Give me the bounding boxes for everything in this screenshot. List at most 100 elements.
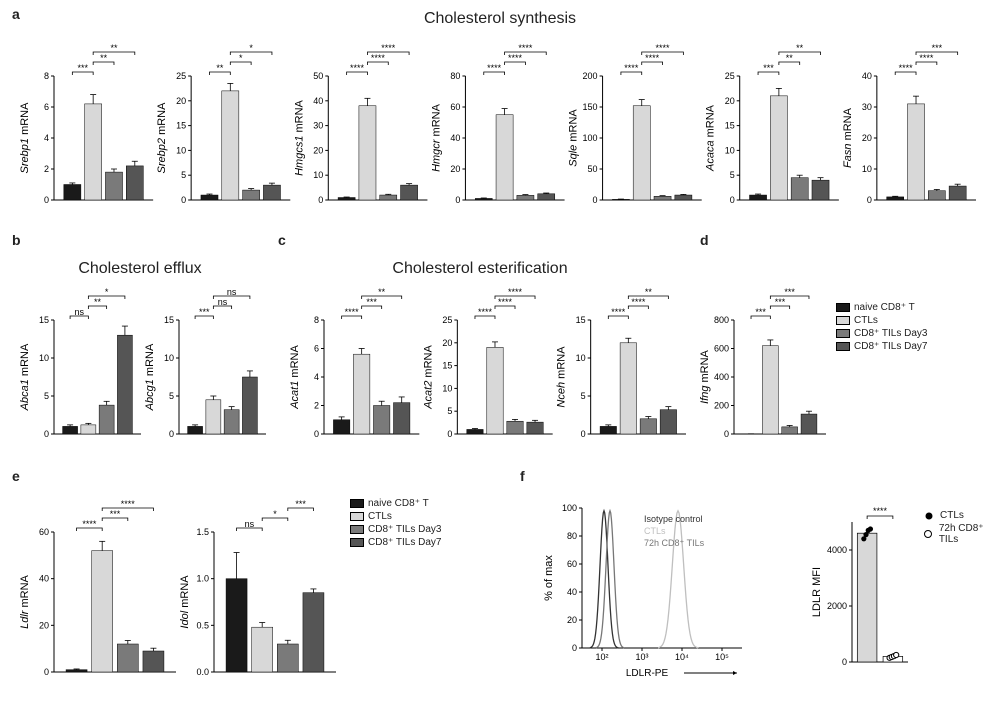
panel-label-e: e <box>12 468 20 484</box>
svg-text:Srebp2 mRNA: Srebp2 mRNA <box>156 102 168 174</box>
panel-label-d: d <box>700 232 709 248</box>
svg-text:**: ** <box>378 287 386 297</box>
svg-text:50: 50 <box>588 164 598 174</box>
svg-text:***: *** <box>199 307 210 317</box>
svg-text:20: 20 <box>725 96 735 106</box>
svg-text:10: 10 <box>39 353 49 363</box>
svg-text:Ldlr mRNA: Ldlr mRNA <box>20 574 31 628</box>
svg-text:0: 0 <box>181 195 186 205</box>
svg-text:0: 0 <box>572 643 577 653</box>
svg-text:***: *** <box>763 63 774 73</box>
section-title-c: Cholesterol esterification <box>330 260 630 278</box>
svg-text:8: 8 <box>314 315 319 325</box>
svg-text:0.0: 0.0 <box>196 667 209 677</box>
row-e-charts: 0204060Ldlr mRNA***********0.00.51.01.5I… <box>20 490 340 690</box>
svg-text:10: 10 <box>176 145 186 155</box>
svg-text:10: 10 <box>442 383 452 393</box>
svg-text:600: 600 <box>714 344 729 354</box>
svg-text:10: 10 <box>576 353 586 363</box>
svg-text:0: 0 <box>44 667 49 677</box>
svg-text:Abcg1 mRNA: Abcg1 mRNA <box>144 343 156 411</box>
svg-text:****: **** <box>508 287 523 297</box>
svg-text:10²: 10² <box>595 652 608 662</box>
svg-text:Acat2 mRNA: Acat2 mRNA <box>422 345 434 410</box>
svg-text:1.5: 1.5 <box>196 527 209 537</box>
panel-label-c: c <box>278 232 286 248</box>
svg-text:****: **** <box>350 63 365 73</box>
svg-text:****: **** <box>518 43 533 53</box>
svg-text:5: 5 <box>181 170 186 180</box>
svg-text:LDLR MFI: LDLR MFI <box>811 567 823 617</box>
svg-text:****: **** <box>381 43 396 53</box>
svg-text:Acaca mRNA: Acaca mRNA <box>705 104 717 172</box>
row-d-charts: 0200400600800Ifng mRNA********* <box>700 282 830 452</box>
svg-text:0: 0 <box>318 195 323 205</box>
svg-text:% of max: % of max <box>543 555 555 601</box>
legend-label-d3: CD8⁺ TILs Day3 <box>854 328 927 339</box>
svg-text:0: 0 <box>581 429 586 439</box>
svg-text:***: *** <box>110 509 121 519</box>
svg-text:15: 15 <box>39 315 49 325</box>
svg-text:0: 0 <box>169 429 174 439</box>
legend-groups-e: naive CD8⁺ T CTLs CD8⁺ TILs Day3 CD8⁺ TI… <box>350 498 441 550</box>
svg-text:****: **** <box>478 307 493 317</box>
svg-text:**: ** <box>100 53 108 63</box>
svg-text:0: 0 <box>314 429 319 439</box>
svg-text:*: * <box>249 43 253 53</box>
svg-text:0: 0 <box>842 657 847 667</box>
svg-text:****: **** <box>656 43 671 53</box>
svg-text:ns: ns <box>245 519 255 529</box>
svg-text:**: ** <box>110 43 118 53</box>
svg-text:2000: 2000 <box>827 601 847 611</box>
svg-text:60: 60 <box>567 559 577 569</box>
svg-text:25: 25 <box>442 315 452 325</box>
svg-text:0.5: 0.5 <box>196 620 209 630</box>
svg-text:*: * <box>239 53 243 63</box>
panel-f-histogram: 02040608010010²10³10⁴10⁵% of maxLDLR-PEI… <box>540 498 760 688</box>
svg-text:200: 200 <box>583 71 598 81</box>
svg-text:4000: 4000 <box>827 545 847 555</box>
svg-text:800: 800 <box>714 315 729 325</box>
svg-text:0: 0 <box>447 429 452 439</box>
svg-text:****: **** <box>624 63 639 73</box>
svg-text:100: 100 <box>562 503 577 513</box>
svg-text:0: 0 <box>44 429 49 439</box>
legend-label-d7: CD8⁺ TILs Day7 <box>854 341 927 352</box>
svg-text:0: 0 <box>455 195 460 205</box>
svg-text:****: **** <box>873 506 888 516</box>
legend-swatch-naive-e <box>350 499 364 508</box>
svg-text:***: *** <box>755 307 766 317</box>
svg-text:40: 40 <box>39 574 49 584</box>
svg-text:0: 0 <box>724 429 729 439</box>
svg-text:Nceh mRNA: Nceh mRNA <box>556 346 568 408</box>
row-a-charts: 02468Srebp1 mRNA*******0510152025Srebp2 … <box>20 38 980 218</box>
svg-text:**: ** <box>796 43 804 53</box>
svg-text:40: 40 <box>567 587 577 597</box>
svg-text:0: 0 <box>593 195 598 205</box>
legend-swatch-d3 <box>836 329 850 338</box>
svg-text:20: 20 <box>862 133 872 143</box>
svg-text:10³: 10³ <box>635 652 648 662</box>
svg-text:150: 150 <box>583 102 598 112</box>
svg-text:Idol mRNA: Idol mRNA <box>179 575 191 629</box>
legend-label-ctl: CTLs <box>854 315 878 326</box>
legend-groups: naive CD8⁺ T CTLs CD8⁺ TILs Day3 CD8⁺ TI… <box>836 302 927 354</box>
svg-text:25: 25 <box>725 71 735 81</box>
svg-text:80: 80 <box>450 71 460 81</box>
svg-text:Acat1 mRNA: Acat1 mRNA <box>290 345 301 410</box>
svg-text:20: 20 <box>567 615 577 625</box>
svg-text:5: 5 <box>581 391 586 401</box>
svg-text:Hmgcs1 mRNA: Hmgcs1 mRNA <box>293 99 305 175</box>
row-b-charts: 051015Abca1 mRNAns***051015Abcg1 mRNA***… <box>20 282 270 452</box>
svg-text:50: 50 <box>313 71 323 81</box>
svg-text:10: 10 <box>725 145 735 155</box>
section-title-a: Cholesterol synthesis <box>300 10 700 28</box>
svg-text:5: 5 <box>447 406 452 416</box>
svg-text:6: 6 <box>314 344 319 354</box>
svg-text:**: ** <box>645 287 653 297</box>
svg-text:200: 200 <box>714 401 729 411</box>
svg-text:10⁵: 10⁵ <box>715 652 729 662</box>
svg-text:1.0: 1.0 <box>196 574 209 584</box>
svg-text:30: 30 <box>862 102 872 112</box>
svg-text:60: 60 <box>39 527 49 537</box>
